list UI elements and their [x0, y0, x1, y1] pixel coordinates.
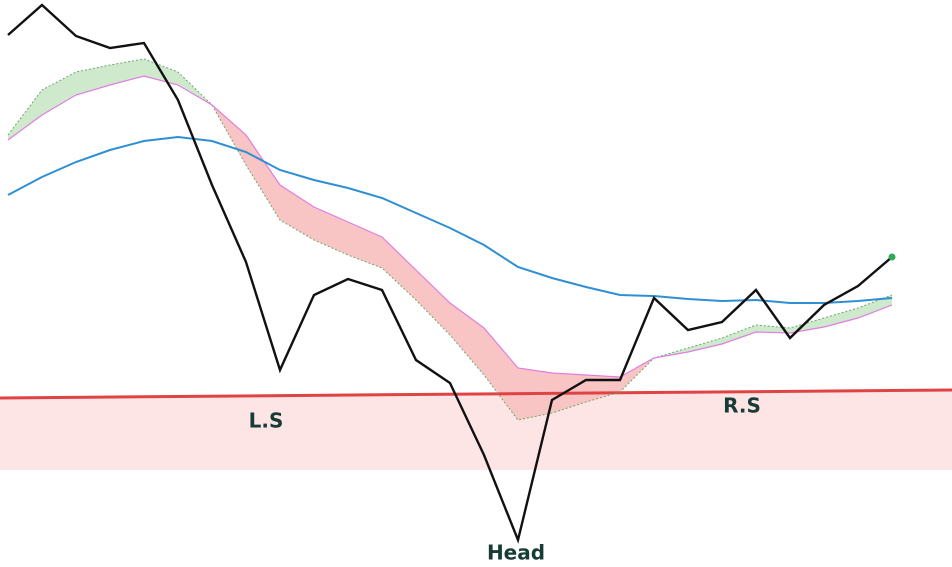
- annotation: Head: [487, 541, 545, 565]
- cloud-segment: [721, 325, 756, 344]
- cloud-segment: [313, 207, 348, 255]
- cloud-segment: [857, 295, 892, 318]
- support-zone: [0, 390, 952, 470]
- support-line: [0, 388, 952, 400]
- cloud-segment: [449, 303, 484, 375]
- line: [7, 3, 893, 544]
- cloud-segment: [109, 59, 144, 85]
- cloud-segment: [585, 375, 620, 402]
- line: [7, 75, 893, 378]
- last-point: [888, 253, 896, 261]
- cloud-segment: [279, 185, 314, 240]
- annotation: L.S: [249, 409, 284, 433]
- cloud-segment: [483, 328, 518, 420]
- line: [7, 135, 893, 304]
- cloud-segment: [687, 338, 722, 352]
- cloud-segment: [823, 308, 858, 327]
- cloud-segment: [41, 72, 76, 115]
- annotation: R.S: [723, 394, 761, 418]
- cloud-segment: [415, 270, 450, 335]
- line: [7, 58, 893, 421]
- cloud-segment: [7, 90, 42, 140]
- cloud-segment: [211, 105, 246, 165]
- cloud-segment: [755, 325, 790, 333]
- cloud-segment: [381, 237, 416, 300]
